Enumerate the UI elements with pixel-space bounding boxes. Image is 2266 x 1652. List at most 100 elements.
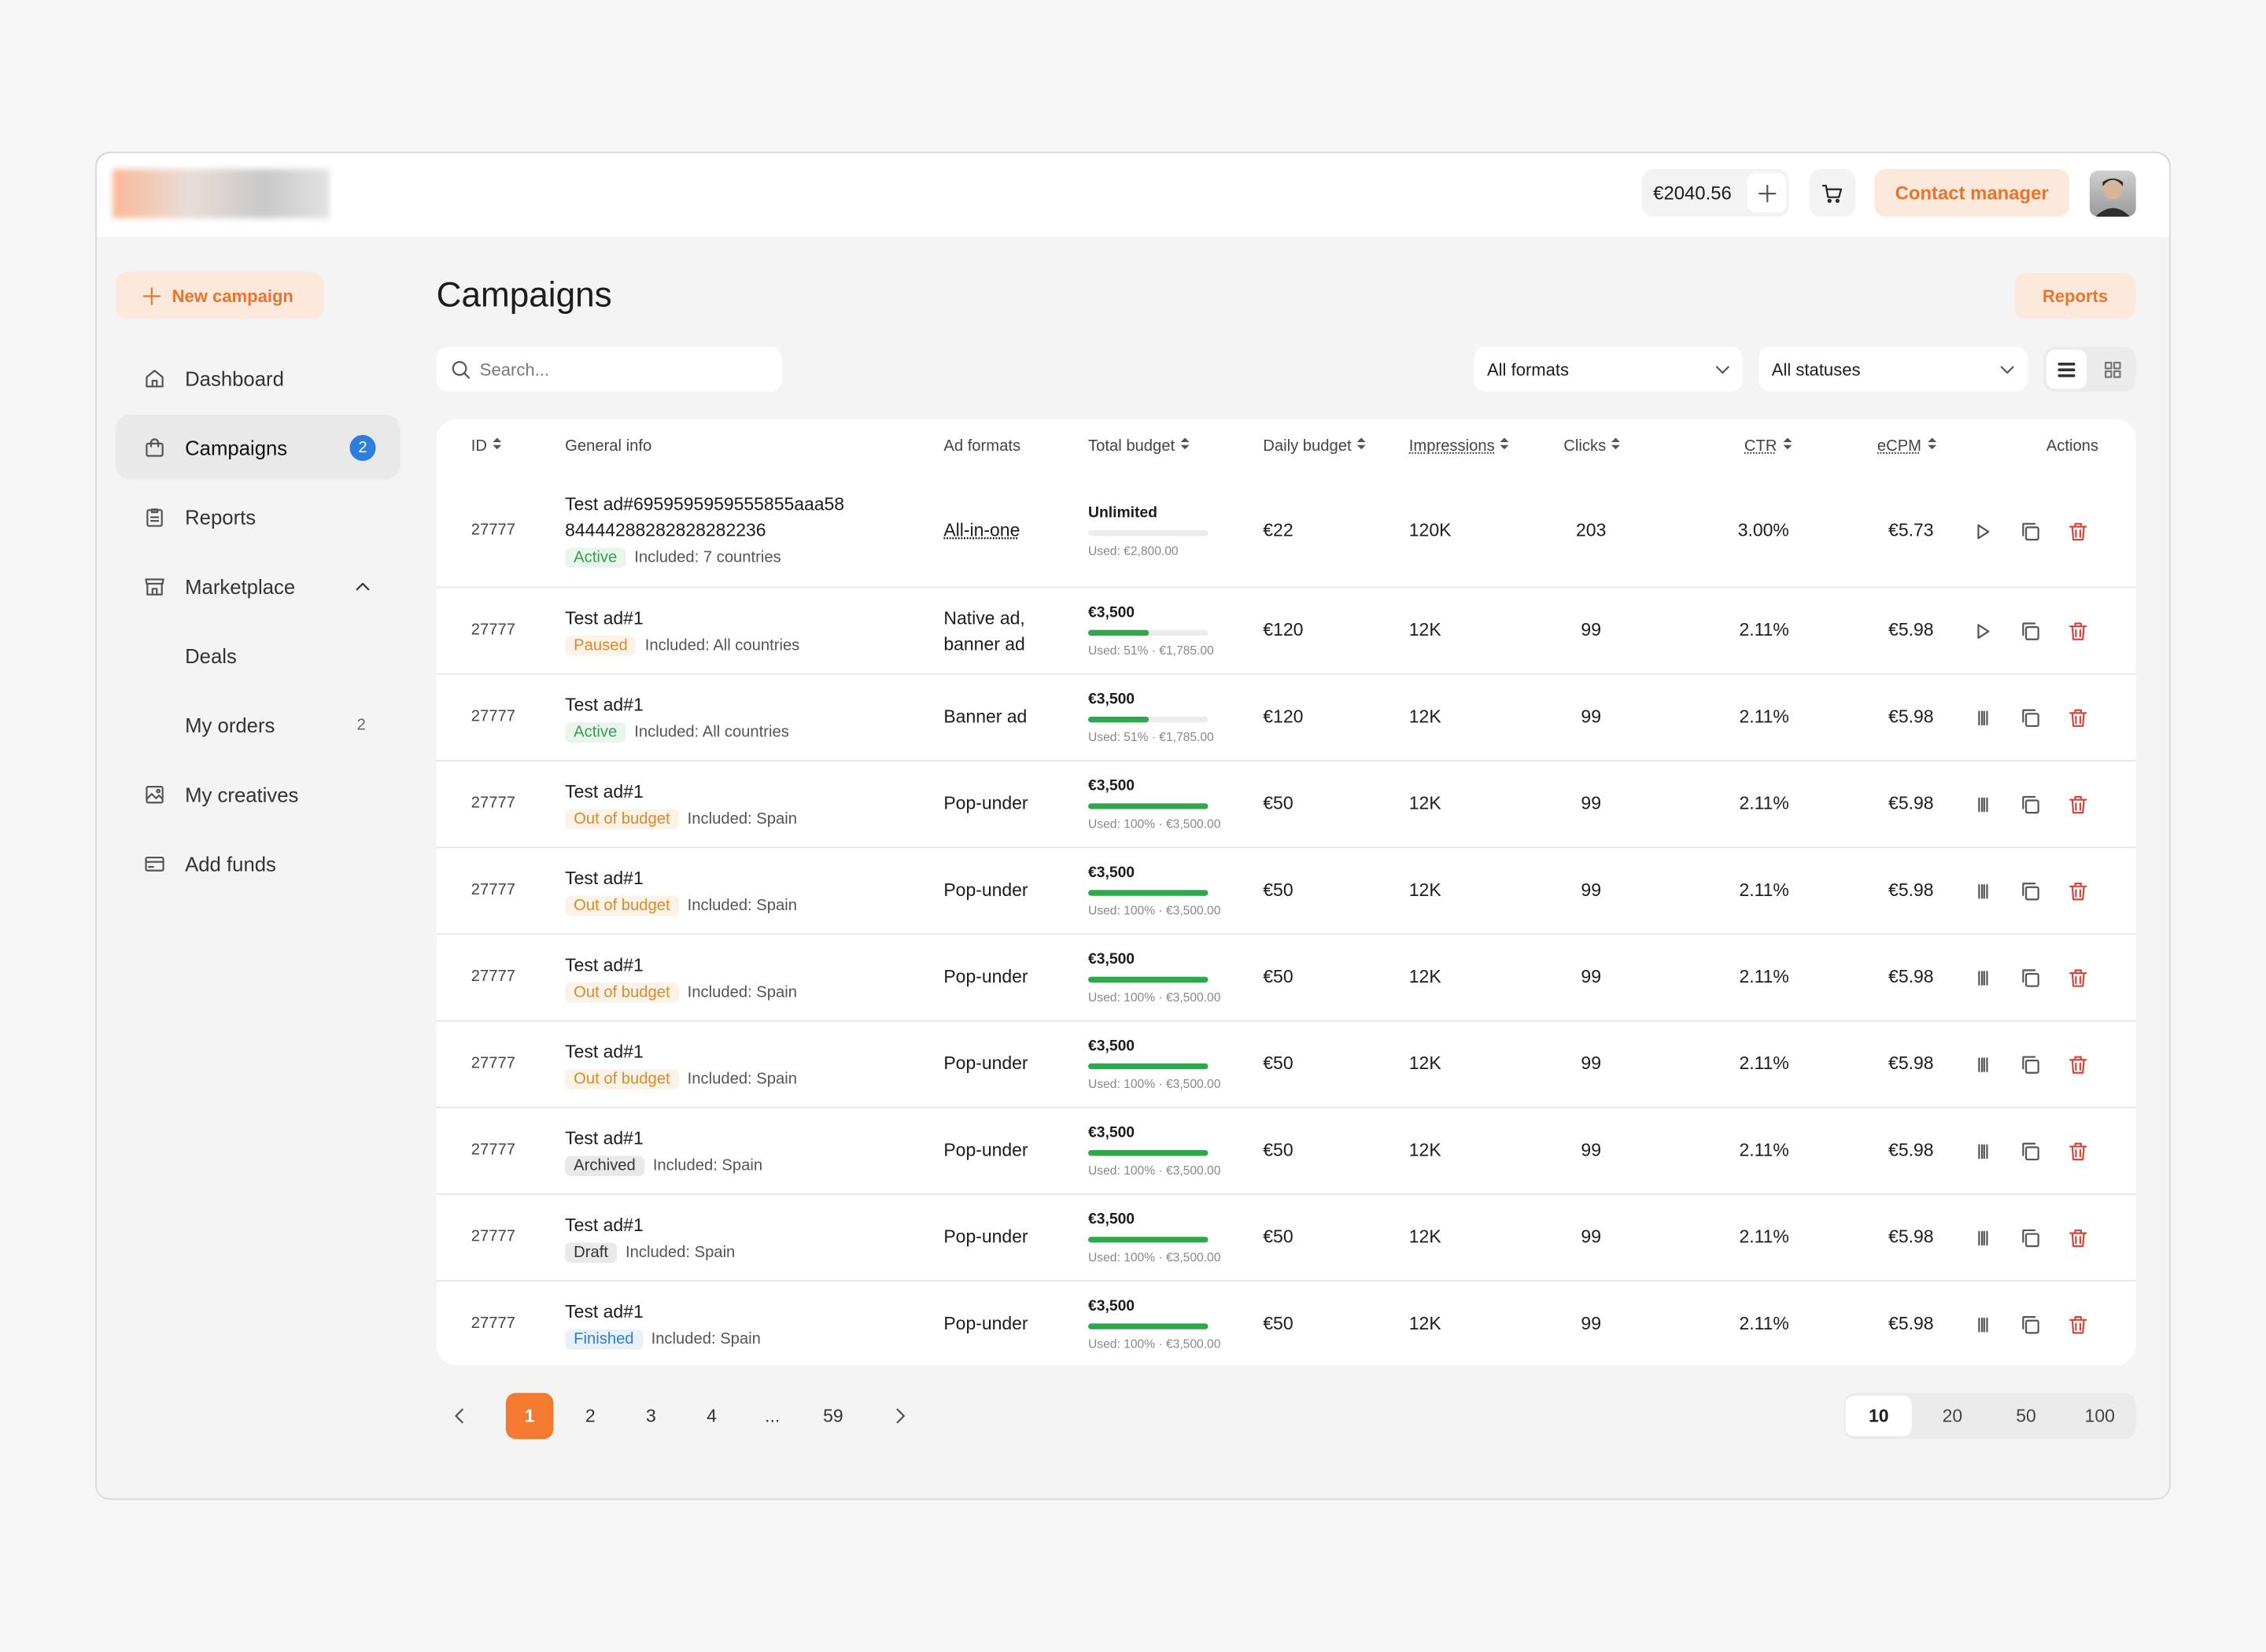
- delete-button[interactable]: [2066, 1314, 2089, 1337]
- duplicate-button[interactable]: [2019, 1226, 2042, 1249]
- budget-total: €3,500: [1088, 1297, 1135, 1315]
- pause-button[interactable]: [1971, 967, 1994, 990]
- cell-daily: €120: [1263, 706, 1304, 727]
- column-header[interactable]: Total budget: [1088, 437, 1190, 455]
- pause-button[interactable]: [1971, 793, 1994, 816]
- page-size-button[interactable]: 10: [1845, 1396, 1912, 1436]
- reports-button[interactable]: Reports: [2014, 273, 2136, 319]
- delete-button[interactable]: [2066, 706, 2089, 729]
- included-text: Included: All countries: [644, 636, 800, 655]
- cell-id: 27777: [471, 621, 515, 639]
- page-button[interactable]: 2: [585, 1406, 596, 1426]
- cell-ctr: 2.11%: [1739, 1140, 1789, 1160]
- nav-label: My orders: [185, 714, 275, 737]
- delete-button[interactable]: [2066, 967, 2089, 990]
- duplicate-button[interactable]: [2019, 1140, 2042, 1163]
- cell-id: 27777: [471, 1054, 515, 1072]
- filter-select[interactable]: [1474, 346, 1744, 392]
- page-size-button[interactable]: 100: [2084, 1406, 2115, 1426]
- start-button[interactable]: [1971, 620, 1994, 643]
- pause-button[interactable]: [1971, 1314, 1994, 1337]
- page-button[interactable]: 3: [646, 1406, 656, 1426]
- page-button[interactable]: 1: [505, 1392, 554, 1440]
- cell-title: Test ad#1: [565, 1301, 644, 1322]
- column-header[interactable]: ID: [471, 437, 502, 455]
- status-line: Active Included: 7 countries: [565, 548, 781, 568]
- delete-button[interactable]: [2066, 1226, 2089, 1249]
- prev-page[interactable]: [448, 1404, 471, 1427]
- nav-icon: [143, 783, 166, 806]
- cell-ecpm: €5.98: [1888, 1140, 1934, 1160]
- column-header[interactable]: Clicks: [1563, 437, 1621, 455]
- column-header[interactable]: Impressions: [1409, 437, 1510, 455]
- cell-daily: €22: [1263, 520, 1294, 540]
- next-page[interactable]: [889, 1404, 912, 1427]
- status-badge: Finished: [565, 1329, 643, 1350]
- delete-button[interactable]: [2066, 793, 2089, 816]
- page-button[interactable]: 59: [823, 1406, 843, 1426]
- cart-button[interactable]: [1809, 168, 1856, 217]
- duplicate-button[interactable]: [2019, 793, 2042, 816]
- duplicate-button[interactable]: [2019, 620, 2042, 643]
- budget-used: Used: 100% · €3,500.00: [1088, 1249, 1221, 1265]
- cell-ecpm: €5.98: [1888, 706, 1934, 727]
- cell-format: Pop-under: [943, 1226, 1028, 1248]
- budget-total: €3,500: [1088, 1037, 1135, 1055]
- row-divider: [436, 1193, 2136, 1195]
- duplicate-button[interactable]: [2019, 967, 2042, 990]
- budget-bar: [1088, 1063, 1209, 1070]
- column-header[interactable]: CTR: [1744, 437, 1792, 455]
- column-header[interactable]: Daily budget: [1263, 437, 1366, 455]
- nav-item[interactable]: [130, 491, 390, 543]
- cell-ctr: 2.11%: [1739, 966, 1789, 987]
- included-text: Included: 7 countries: [634, 548, 781, 566]
- sort-icon: [1500, 437, 1510, 452]
- search-placeholder: Search...: [479, 360, 550, 381]
- duplicate-button[interactable]: [2019, 1314, 2042, 1337]
- search-input[interactable]: [436, 346, 782, 392]
- pause-button[interactable]: [1971, 1226, 1994, 1249]
- row-divider: [436, 1020, 2136, 1022]
- cell-id: 27777: [471, 1228, 515, 1246]
- pause-button[interactable]: [1971, 1053, 1994, 1076]
- cell-format: All-in-one: [943, 520, 1020, 540]
- collapse-icon[interactable]: [351, 575, 374, 598]
- cell-impressions: 12K: [1408, 1140, 1441, 1160]
- contact-manager-button[interactable]: Contact manager: [1874, 168, 2070, 217]
- cell-impressions: 12K: [1408, 619, 1441, 640]
- sort-icon: [493, 437, 502, 452]
- nav-badge: 2: [349, 434, 376, 461]
- page-button[interactable]: ...: [765, 1406, 781, 1426]
- duplicate-button[interactable]: [2019, 706, 2042, 729]
- delete-button[interactable]: [2066, 620, 2089, 643]
- cell-ecpm: €5.98: [1888, 1313, 1934, 1334]
- budget-total: €3,500: [1088, 864, 1135, 882]
- delete-button[interactable]: [2066, 520, 2089, 543]
- pause-button[interactable]: [1971, 880, 1994, 903]
- delete-button[interactable]: [2066, 880, 2089, 903]
- pause-button[interactable]: [1971, 706, 1994, 729]
- new-campaign-label: New campaign: [172, 286, 293, 307]
- included-text: Included: Spain: [687, 810, 797, 828]
- filter-select[interactable]: [1759, 346, 2028, 392]
- duplicate-button[interactable]: [2019, 1053, 2042, 1076]
- delete-button[interactable]: [2066, 1053, 2089, 1076]
- nav-item[interactable]: [130, 630, 390, 682]
- page-size-button[interactable]: 20: [1942, 1406, 1963, 1426]
- cell-ctr: 2.11%: [1739, 1226, 1789, 1248]
- grid-icon[interactable]: [2102, 359, 2124, 382]
- included-text: Included: All countries: [634, 724, 789, 742]
- duplicate-button[interactable]: [2019, 880, 2042, 903]
- duplicate-button[interactable]: [2019, 520, 2042, 543]
- pause-button[interactable]: [1971, 1140, 1994, 1163]
- delete-button[interactable]: [2066, 1140, 2089, 1163]
- status-badge: Out of budget: [565, 809, 679, 830]
- page-size-button[interactable]: 50: [2016, 1406, 2036, 1426]
- nav-label: My creatives: [185, 783, 299, 806]
- avatar[interactable]: [2089, 170, 2136, 217]
- start-button[interactable]: [1971, 520, 1994, 543]
- column-header[interactable]: eCPM: [1877, 437, 1936, 455]
- cell-impressions: 12K: [1408, 793, 1441, 814]
- page-button[interactable]: 4: [707, 1406, 717, 1426]
- cell-clicks: 99: [1581, 879, 1601, 901]
